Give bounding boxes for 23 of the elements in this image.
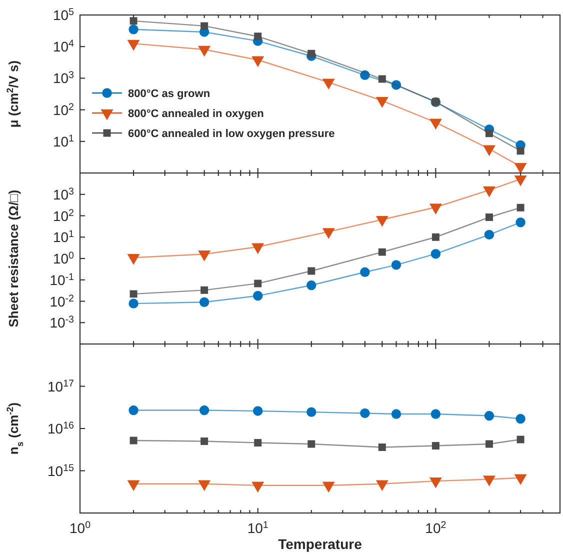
y-tick-label: 10$^{16}$ [48, 420, 75, 436]
y-tick-label: 10$^{2}$ [52, 207, 74, 224]
legend-label: 800°C as grown [128, 88, 210, 100]
y-axis-title: Sheet resistance (Ω/□) [6, 190, 21, 328]
y-tick-label: 10$^{17}$ [48, 378, 74, 394]
y-tick-label: 10$^{-3}$ [50, 314, 75, 331]
y-tick-label: 10$^{15}$ [48, 462, 75, 479]
y-tick-label: 10$^{1}$ [52, 228, 74, 246]
legend-label: 800°C annealed in oxygen [128, 108, 264, 120]
x-tick-label: 10$^{1}$ [247, 520, 268, 536]
x-tick-label: 10$^{2}$ [425, 520, 446, 536]
y-tick-label: 10$^{3}$ [52, 186, 75, 202]
y-tick-label: 10$^{2}$ [52, 101, 74, 118]
legend-label: 600°C annealed in low oxygen pressure [128, 128, 335, 140]
y-tick-label: 10$^{4}$ [52, 38, 75, 55]
y-tick-label: 10$^{0}$ [52, 250, 75, 266]
y-tick-label: 10$^{3}$ [52, 70, 75, 86]
x-axis-title: Temperature [278, 536, 362, 552]
x-tick-label: 10$^{0}$ [69, 520, 92, 536]
y-tick-label: 10$^{-2}$ [50, 292, 74, 310]
y-tick-label: 10$^{-1}$ [50, 271, 74, 288]
y-tick-label: 10$^{5}$ [52, 6, 75, 23]
y-tick-label: 10$^{1}$ [52, 132, 74, 150]
